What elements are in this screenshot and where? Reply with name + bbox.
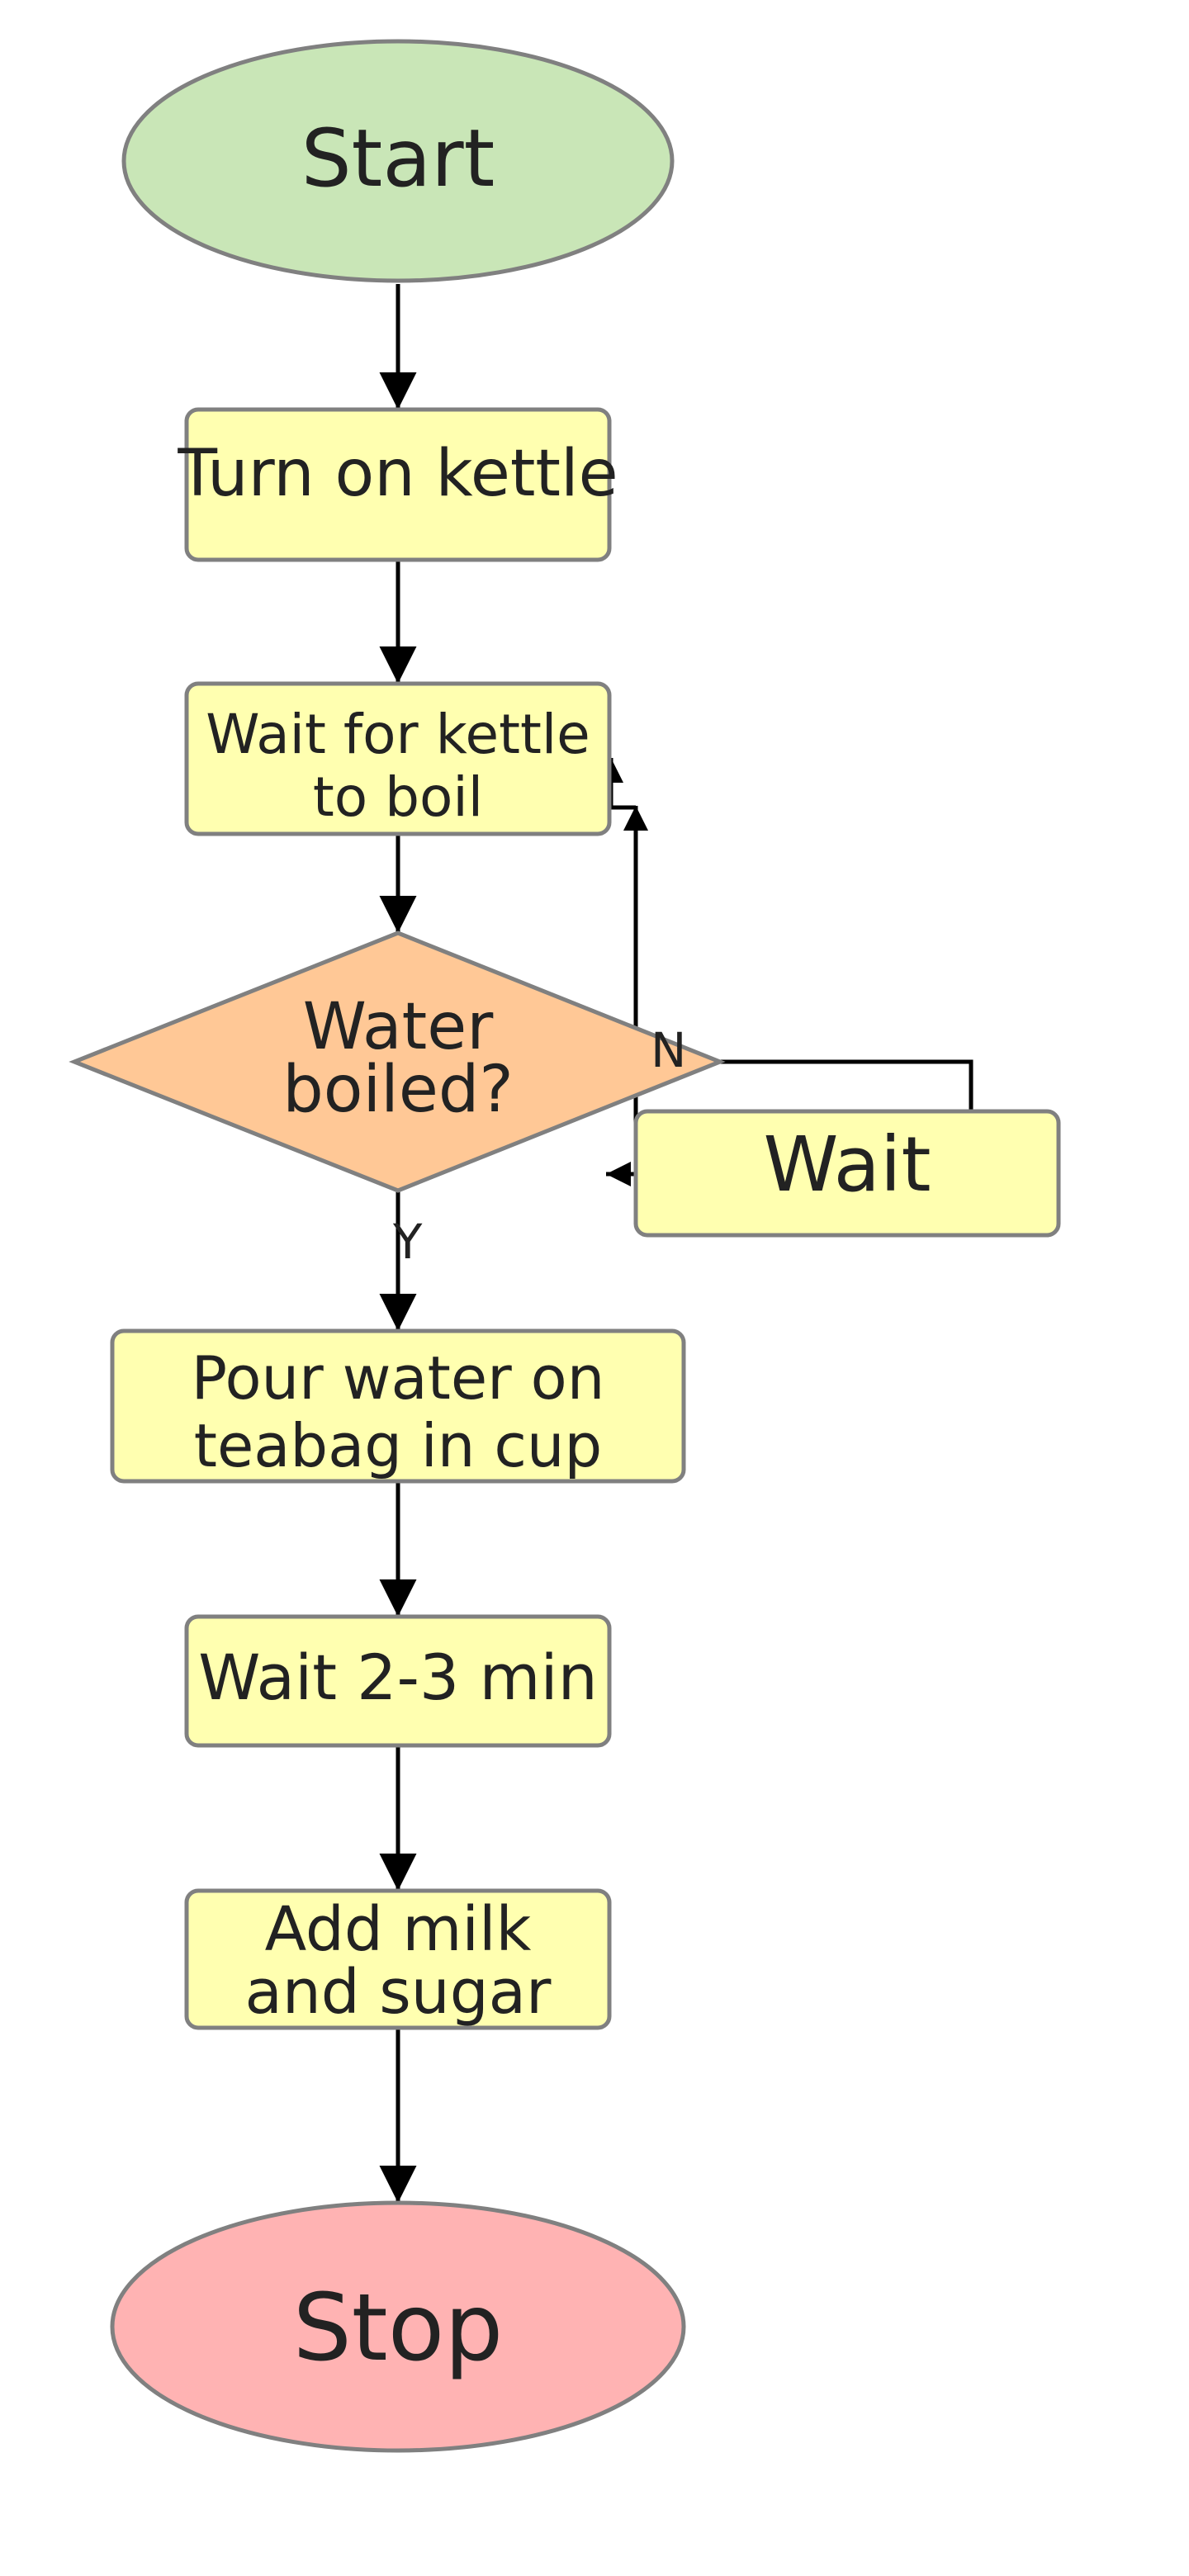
add-milk-box [184, 1888, 612, 2030]
water-boiled-label-line-2: boiled? [282, 1053, 513, 1127]
wait-minutes-label: Wait 2-3 min [198, 1641, 598, 1714]
wait-minutes-box [184, 1614, 612, 1748]
start-ellipse [121, 39, 675, 283]
pour-water-node: Pour water on teabag in cup [110, 1328, 686, 1484]
wait-node: Wait [633, 1109, 1061, 1238]
pour-water-box [110, 1328, 686, 1484]
add-milk-node: Add milk and sugar [184, 1888, 612, 2030]
edge-water-boiled-to-wait [611, 1059, 973, 1111]
edge-label-no: N [651, 1022, 686, 1078]
add-milk-label-line-2: and sugar [245, 1957, 552, 2028]
add-milk-label-line-1: Add milk [265, 1894, 532, 1965]
edge-loop-to-wait-for-kettle [599, 758, 636, 810]
edge-label-yes: Y [392, 1214, 423, 1270]
wait-for-kettle-label-line-2: to boil [313, 765, 483, 829]
stop-ellipse [110, 2200, 686, 2453]
wait-box [633, 1109, 1061, 1238]
turn-on-kettle-label: Turn on kettle [177, 437, 618, 511]
turn-on-kettle-node: Turn on kettle [177, 407, 618, 562]
water-boiled-node: Water boiled? [69, 930, 726, 1193]
wait-minutes-node: Wait 2-3 min [184, 1614, 612, 1748]
water-boiled-label-line-1: Water [303, 990, 495, 1064]
pour-water-label-line-1: Pour water on [192, 1343, 605, 1413]
start-node: Start [121, 39, 675, 283]
stop-node: Stop [110, 2200, 686, 2453]
wait-for-kettle-box [184, 681, 612, 836]
wait-label: Wait [763, 1120, 931, 1209]
wait-for-kettle-label-line-1: Wait for kettle [206, 703, 590, 766]
water-boiled-diamond [69, 930, 726, 1193]
wait-for-kettle-node: Wait for kettle to boil [184, 681, 612, 836]
pour-water-label-line-2: teabag in cup [194, 1411, 603, 1480]
stop-label: Stop [293, 2275, 504, 2382]
start-label: Start [301, 112, 495, 205]
turn-on-kettle-box [184, 407, 612, 562]
